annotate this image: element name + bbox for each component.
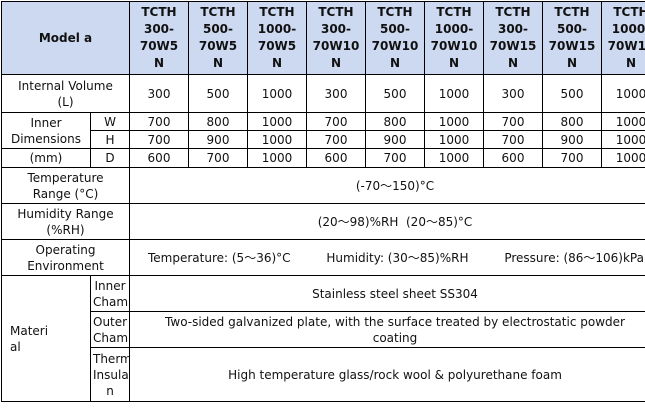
volume-cell: 1000 bbox=[601, 74, 645, 113]
dimension-cell: 600 bbox=[129, 148, 189, 168]
material-value: High temperature glass/rock wool & polyu… bbox=[129, 347, 645, 402]
model-header: TCTH 500- 70W10 N bbox=[365, 1, 425, 75]
volume-cell: 300 bbox=[129, 74, 189, 113]
dimension-cell: 700 bbox=[483, 112, 543, 131]
operating-row: Operating Environment Temperature: (5～36… bbox=[1, 239, 645, 276]
material-sub-label: Outer Chamber bbox=[90, 311, 130, 348]
dimension-cell: 700 bbox=[129, 130, 189, 149]
temperature-row: Temperature Range (°C) (-70～150)°C bbox=[1, 167, 645, 204]
operating-pressure: Pressure: (86～106)kPa bbox=[504, 250, 644, 265]
volume-cell: 1000 bbox=[424, 74, 484, 113]
material-row-inner: Materi al Inner Chamber Stainless steel … bbox=[1, 275, 645, 402]
dimension-cell: 900 bbox=[365, 130, 425, 149]
model-header: TCTH 300- 70W15 N bbox=[483, 1, 543, 75]
dimension-cell: 700 bbox=[306, 112, 366, 131]
header-row: Model a TCTH 300- 70W5 N TCTH 500- 70W5 … bbox=[1, 1, 645, 75]
dimension-cell: 1000 bbox=[247, 148, 307, 168]
operating-label: Operating Environment bbox=[1, 239, 130, 276]
material-row-outer: Outer Chamber Two-sided galvanized plate… bbox=[2, 311, 645, 348]
material-sub-label: Inner Chamber bbox=[90, 275, 130, 312]
dimension-cell: 700 bbox=[542, 148, 602, 168]
volume-cell: 500 bbox=[188, 74, 248, 113]
model-header: TCTH 500- 70W5 N bbox=[188, 1, 248, 75]
volume-cell: 1000 bbox=[247, 74, 307, 113]
humidity-label: Humidity Range (%RH) bbox=[1, 203, 130, 240]
dimension-cell: 1000 bbox=[601, 148, 645, 168]
material-sub-label: Thermal Insulatio n bbox=[90, 347, 130, 402]
dimension-cell: 1000 bbox=[247, 130, 307, 149]
material-label: Materi al bbox=[1, 275, 91, 402]
dimension-cell: 800 bbox=[542, 112, 602, 131]
model-header: TCTH 500- 70W15 N bbox=[542, 1, 602, 75]
operating-humidity: Humidity: (30～85)%RH bbox=[326, 250, 469, 265]
humidity-row: Humidity Range (%RH) (20～98)%RH (20～85)°… bbox=[1, 203, 645, 240]
material-row-insulation: Thermal Insulatio n High temperature gla… bbox=[2, 347, 645, 402]
dimension-cell: 1000 bbox=[424, 130, 484, 149]
model-header: TCTH 1000- 70W15 N bbox=[601, 1, 645, 75]
temperature-value: (-70～150)°C bbox=[129, 167, 645, 204]
material-value: Two-sided galvanized plate, with the sur… bbox=[129, 311, 645, 348]
volume-cell: 500 bbox=[365, 74, 425, 113]
dimension-cell: 900 bbox=[542, 130, 602, 149]
volume-cell: 300 bbox=[306, 74, 366, 113]
dimensions-unit-label: (mm) bbox=[1, 148, 91, 168]
dimension-cell: 600 bbox=[483, 148, 543, 168]
material-value: Stainless steel sheet SS304 bbox=[129, 275, 645, 312]
dimension-cell: 700 bbox=[188, 148, 248, 168]
model-header: TCTH 1000- 70W5 N bbox=[247, 1, 307, 75]
dimension-cell: 700 bbox=[365, 148, 425, 168]
model-label: Model a bbox=[1, 1, 130, 75]
dimension-cell: 800 bbox=[365, 112, 425, 131]
dimension-row-w: Inner Dimensions W 700 800 1000 700 800 … bbox=[1, 112, 645, 149]
dimension-cell: 700 bbox=[483, 130, 543, 149]
dimensions-label: Inner Dimensions bbox=[1, 112, 91, 149]
dimension-cell: 1000 bbox=[424, 112, 484, 131]
model-header: TCTH 300- 70W5 N bbox=[129, 1, 189, 75]
dimension-cell: 700 bbox=[306, 130, 366, 149]
dimension-axis: W bbox=[90, 112, 130, 131]
volume-cell: 300 bbox=[483, 74, 543, 113]
humidity-value: (20～98)%RH (20～85)°C bbox=[129, 203, 645, 240]
model-header: TCTH 1000- 70W10 N bbox=[424, 1, 484, 75]
dimension-row-d: (mm) D 600 700 1000 600 700 1000 600 700… bbox=[1, 148, 645, 168]
dimension-cell: 900 bbox=[188, 130, 248, 149]
dimension-axis: D bbox=[90, 148, 130, 168]
dimension-cell: 1000 bbox=[247, 112, 307, 131]
volume-label: Internal Volume (L) bbox=[1, 74, 130, 113]
operating-temperature: Temperature: (5～36)°C bbox=[148, 250, 291, 265]
dimension-axis: H bbox=[90, 130, 130, 149]
temperature-label: Temperature Range (°C) bbox=[1, 167, 130, 204]
volume-cell: 500 bbox=[542, 74, 602, 113]
dimension-cell: 800 bbox=[188, 112, 248, 131]
dimension-cell: 1000 bbox=[601, 130, 645, 149]
dimension-row-h: H 700 900 1000 700 900 1000 700 900 1000 bbox=[2, 130, 645, 149]
dimension-cell: 1000 bbox=[601, 112, 645, 131]
model-header: TCTH 300- 70W10 N bbox=[306, 1, 366, 75]
dimension-cell: 700 bbox=[129, 112, 189, 131]
dimension-cell: 1000 bbox=[424, 148, 484, 168]
dimension-cell: 600 bbox=[306, 148, 366, 168]
operating-value: Temperature: (5～36)°C Humidity: (30～85)%… bbox=[129, 239, 645, 276]
volume-row: Internal Volume (L) 300 500 1000 300 500… bbox=[1, 74, 645, 113]
